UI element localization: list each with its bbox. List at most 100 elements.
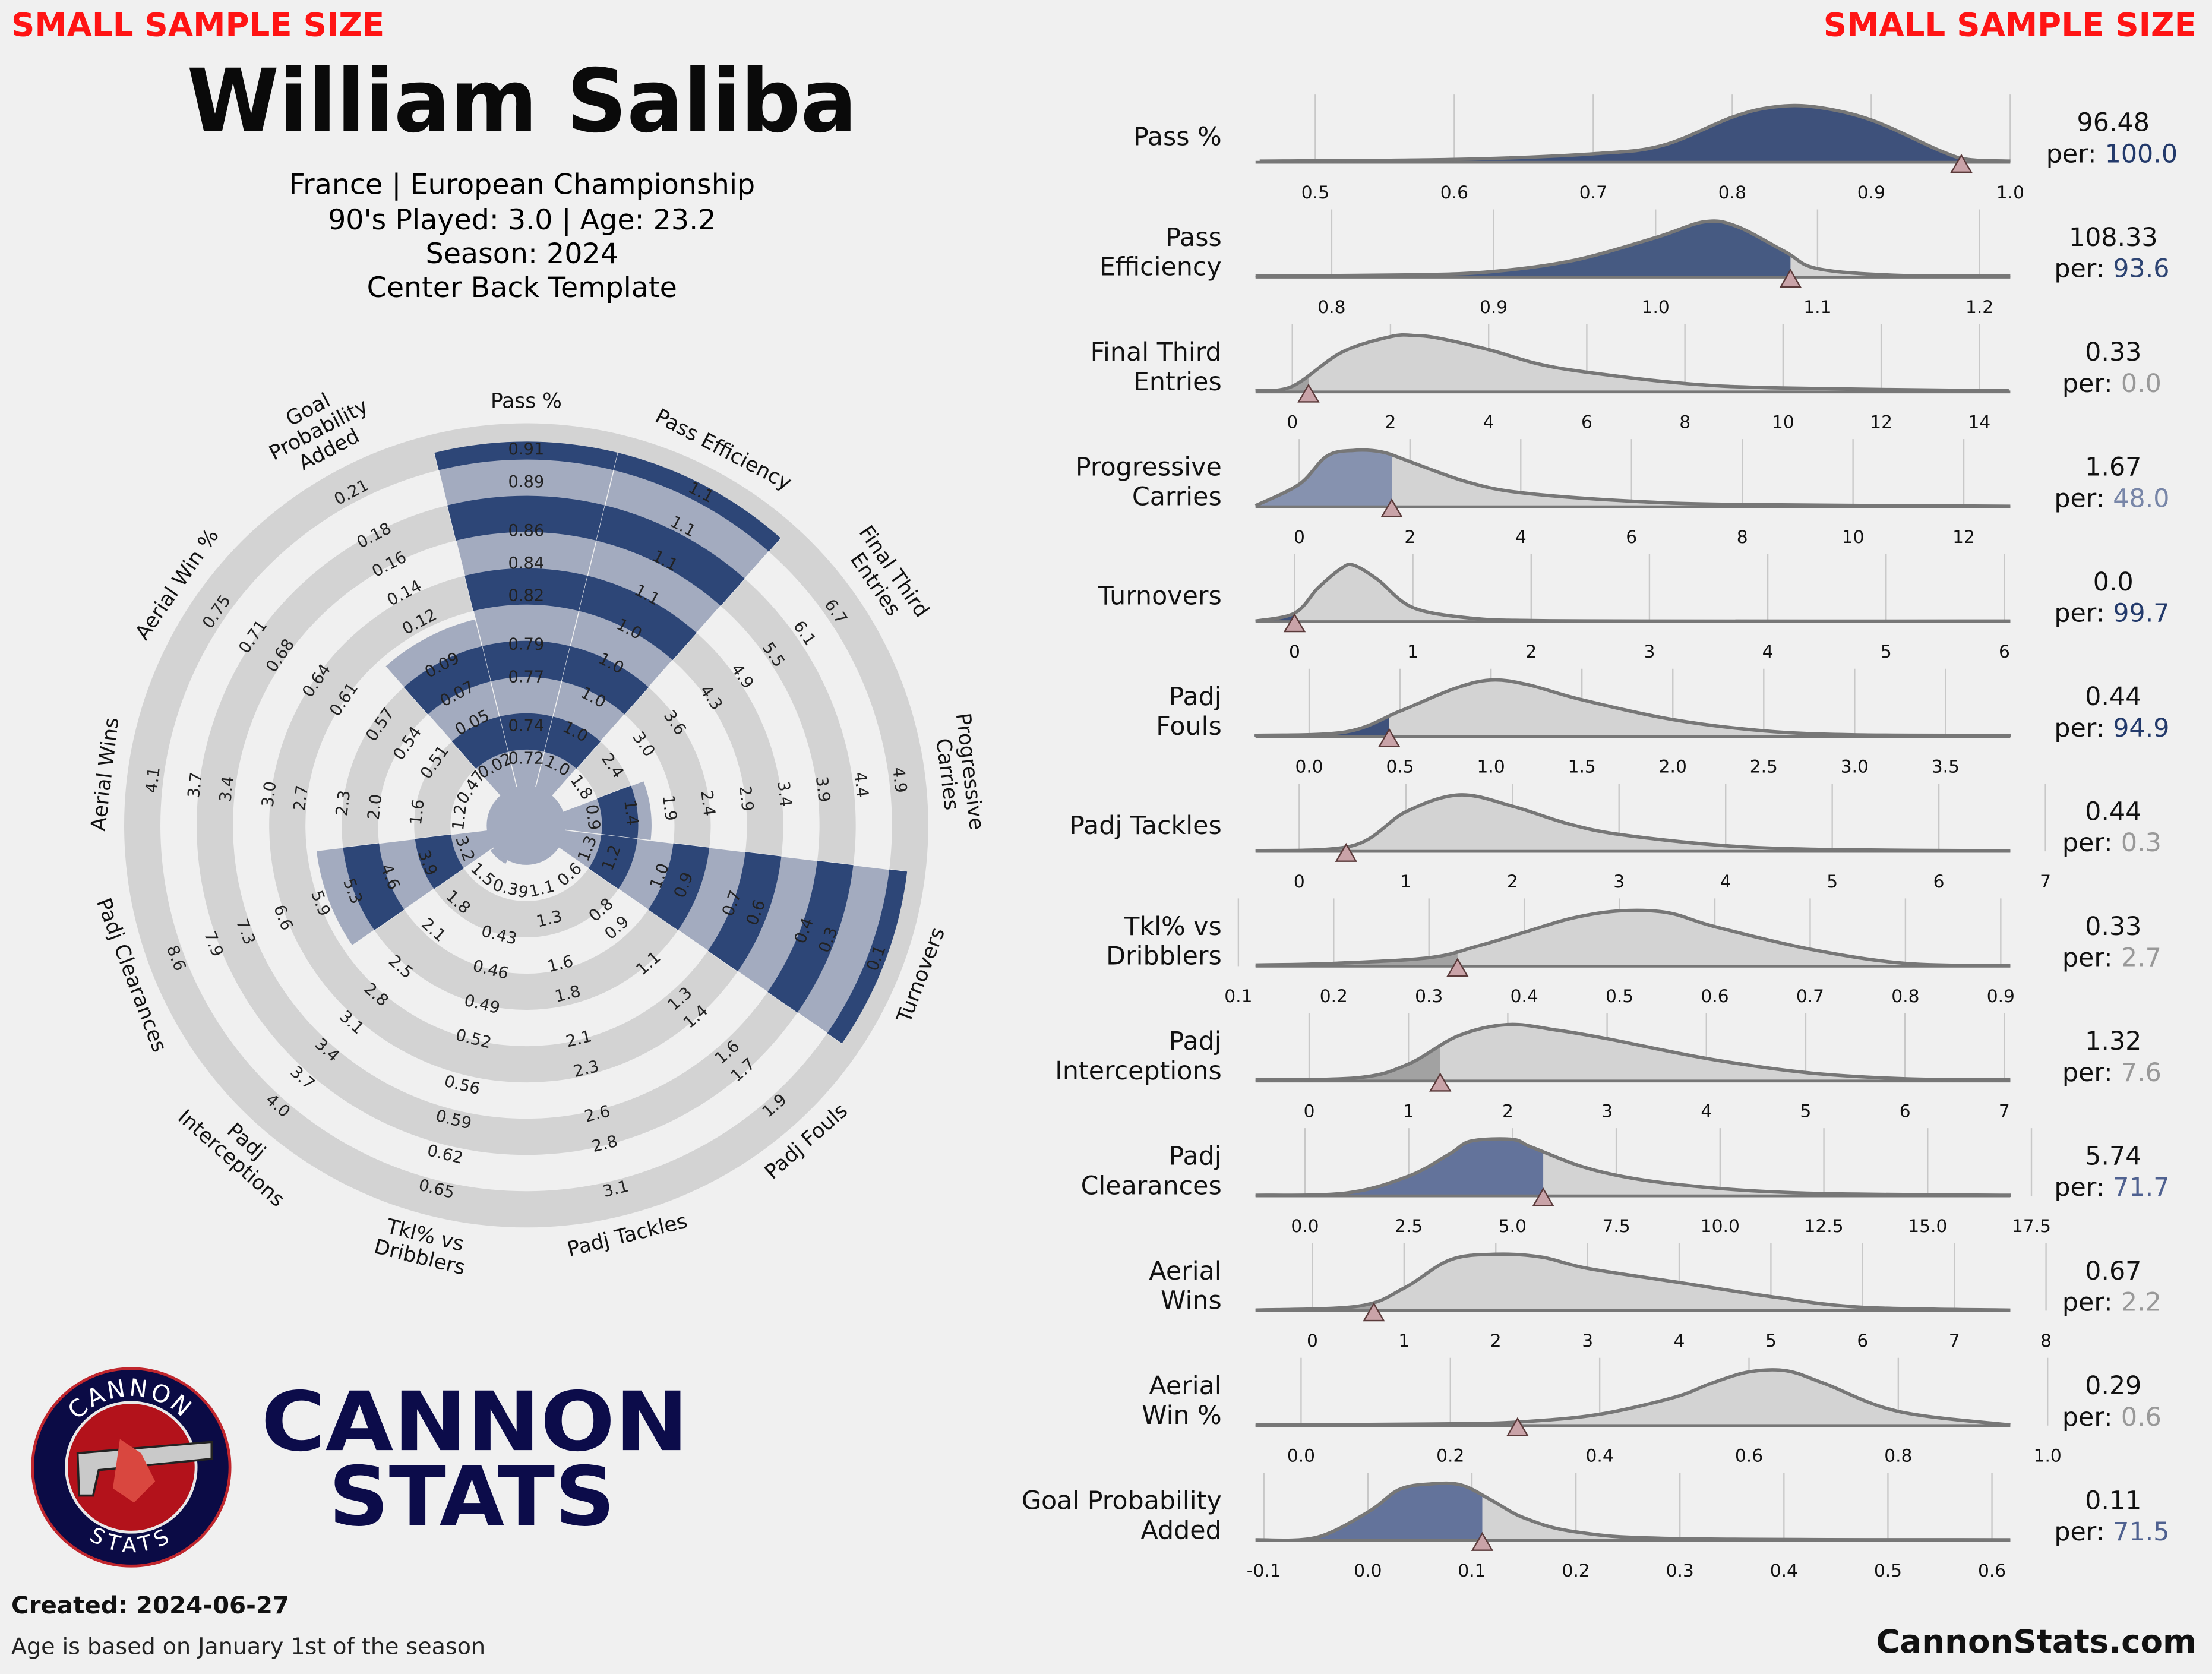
radar-tick-label: 0.74 (508, 717, 544, 735)
x-tick-label: 8 (1737, 526, 1748, 547)
x-tick-label: 1.0 (1477, 756, 1505, 777)
x-tick-label: 1.5 (1568, 756, 1596, 777)
radar-tick-label: 3.4 (216, 775, 238, 803)
radar-tick-label: 1.6 (407, 798, 428, 826)
x-tick-label: 2.5 (1395, 1215, 1423, 1236)
x-tick-label: 1 (1400, 871, 1411, 892)
x-tick-label: 0.3 (1666, 1560, 1694, 1581)
radar-tick-label: 1.2 (449, 803, 470, 831)
x-tick-label: 0.2 (1562, 1560, 1590, 1581)
x-tick-label: 7 (1949, 1330, 1960, 1351)
percentile-prefix: per: (2062, 943, 2113, 972)
density-title: Final Third (1091, 337, 1222, 367)
radar-tick-label: 0.82 (508, 587, 544, 605)
x-tick-label: 0.8 (1317, 296, 1345, 317)
density-line (1255, 563, 2011, 623)
x-tick-label: 12.5 (1805, 1215, 1844, 1236)
x-tick-label: 5 (1765, 1330, 1777, 1351)
x-tick-label: 0.9 (1480, 296, 1508, 317)
density-line (1255, 793, 2011, 853)
player-marker (1779, 269, 1802, 288)
player-marker (1429, 1072, 1452, 1092)
x-tick-label: 3.5 (1932, 756, 1960, 777)
density-title: Fouls (1156, 712, 1221, 741)
density-line (1255, 1022, 2011, 1082)
player-value: 1.32 (2085, 1026, 2141, 1056)
player-value: 0.11 (2085, 1486, 2141, 1515)
percentile: per: 99.7 (2054, 598, 2169, 628)
x-tick-label: 0 (1289, 641, 1300, 662)
percentile-value: 2.7 (2121, 943, 2162, 972)
x-tick-label: 3 (1601, 1101, 1613, 1122)
player-marker (1283, 613, 1306, 633)
x-tick-label: 14 (1968, 412, 1990, 432)
percentile: per: 48.0 (2054, 484, 2169, 513)
percentile-prefix: per: (2054, 1517, 2104, 1547)
player-value: 0.67 (2085, 1256, 2141, 1286)
radar-axis-label-line: Pass % (491, 389, 562, 413)
x-tick-label: -0.1 (1247, 1560, 1281, 1581)
density-title: Padj (1169, 1141, 1222, 1171)
player-marker (1363, 1302, 1385, 1322)
radar-wedge-stripe (614, 448, 784, 552)
x-tick-label: 0.5 (1606, 986, 1633, 1006)
player-value: 0.33 (2085, 337, 2141, 367)
percentile-prefix: per: (2054, 484, 2104, 513)
player-marker (1532, 1187, 1554, 1206)
density-area (1255, 564, 2011, 622)
x-tick-label: 10.0 (1701, 1215, 1740, 1236)
radar-tick-label: 2.0 (365, 793, 386, 821)
radar-tick-label: 3.9 (812, 775, 833, 803)
density-line (1255, 908, 2011, 968)
density-line (1254, 448, 2011, 508)
percentile-value: 0.0 (2121, 368, 2162, 398)
player-marker (1506, 1417, 1529, 1436)
x-tick-label: 1.0 (1996, 182, 2024, 203)
x-tick-label: 2.0 (1659, 756, 1687, 777)
x-tick-label: 4 (1701, 1101, 1712, 1122)
density-title: Progressive (1076, 453, 1222, 482)
badge-map (113, 1439, 156, 1503)
x-tick-label: 2 (1404, 526, 1415, 547)
radar-wedge-stripe (447, 495, 605, 541)
radar-wedge-stripe (544, 716, 601, 769)
radar-wedge-stripe (588, 834, 638, 889)
x-tick-label: 7 (1999, 1101, 2010, 1122)
percentile-value: 99.7 (2113, 598, 2169, 628)
percentile-prefix: per: (2054, 598, 2104, 628)
x-tick-label: 0.6 (1701, 986, 1728, 1006)
x-tick-label: 4 (1674, 1330, 1685, 1351)
percentile-prefix: per: (2046, 139, 2097, 169)
x-tick-label: 7.5 (1603, 1215, 1630, 1236)
radar-tick-label: 0.89 (508, 473, 544, 491)
x-tick-label: 1 (1403, 1101, 1414, 1122)
radar-wedge-stripe (429, 441, 622, 470)
x-tick-label: 0 (1294, 871, 1305, 892)
density-area (1255, 334, 2009, 392)
x-tick-label: 0.8 (1884, 1445, 1912, 1465)
x-tick-label: 8 (2040, 1330, 2052, 1351)
density-area-below-player (1255, 952, 1458, 967)
x-tick-label: 0.0 (1287, 1445, 1315, 1465)
radar-wedge-stripe (415, 834, 464, 889)
radar-wedge-stripe (707, 852, 782, 972)
radar-tick-label: 2.7 (290, 784, 312, 812)
x-tick-label: 2 (1507, 871, 1518, 892)
x-tick-label: 3 (1613, 871, 1625, 892)
percentile-value: 48.0 (2113, 484, 2169, 513)
percentile: per: 2.7 (2062, 943, 2162, 972)
x-tick-label: 3.0 (1841, 756, 1869, 777)
x-tick-label: 12 (1870, 412, 1892, 432)
site: CannonStats.com (1876, 1622, 2197, 1660)
subtitle: France | European Championship (289, 169, 755, 201)
radar-wedge-stripe (403, 646, 491, 715)
radar-wedge-stripe (561, 646, 649, 715)
x-tick-label: 5 (1881, 641, 1892, 662)
